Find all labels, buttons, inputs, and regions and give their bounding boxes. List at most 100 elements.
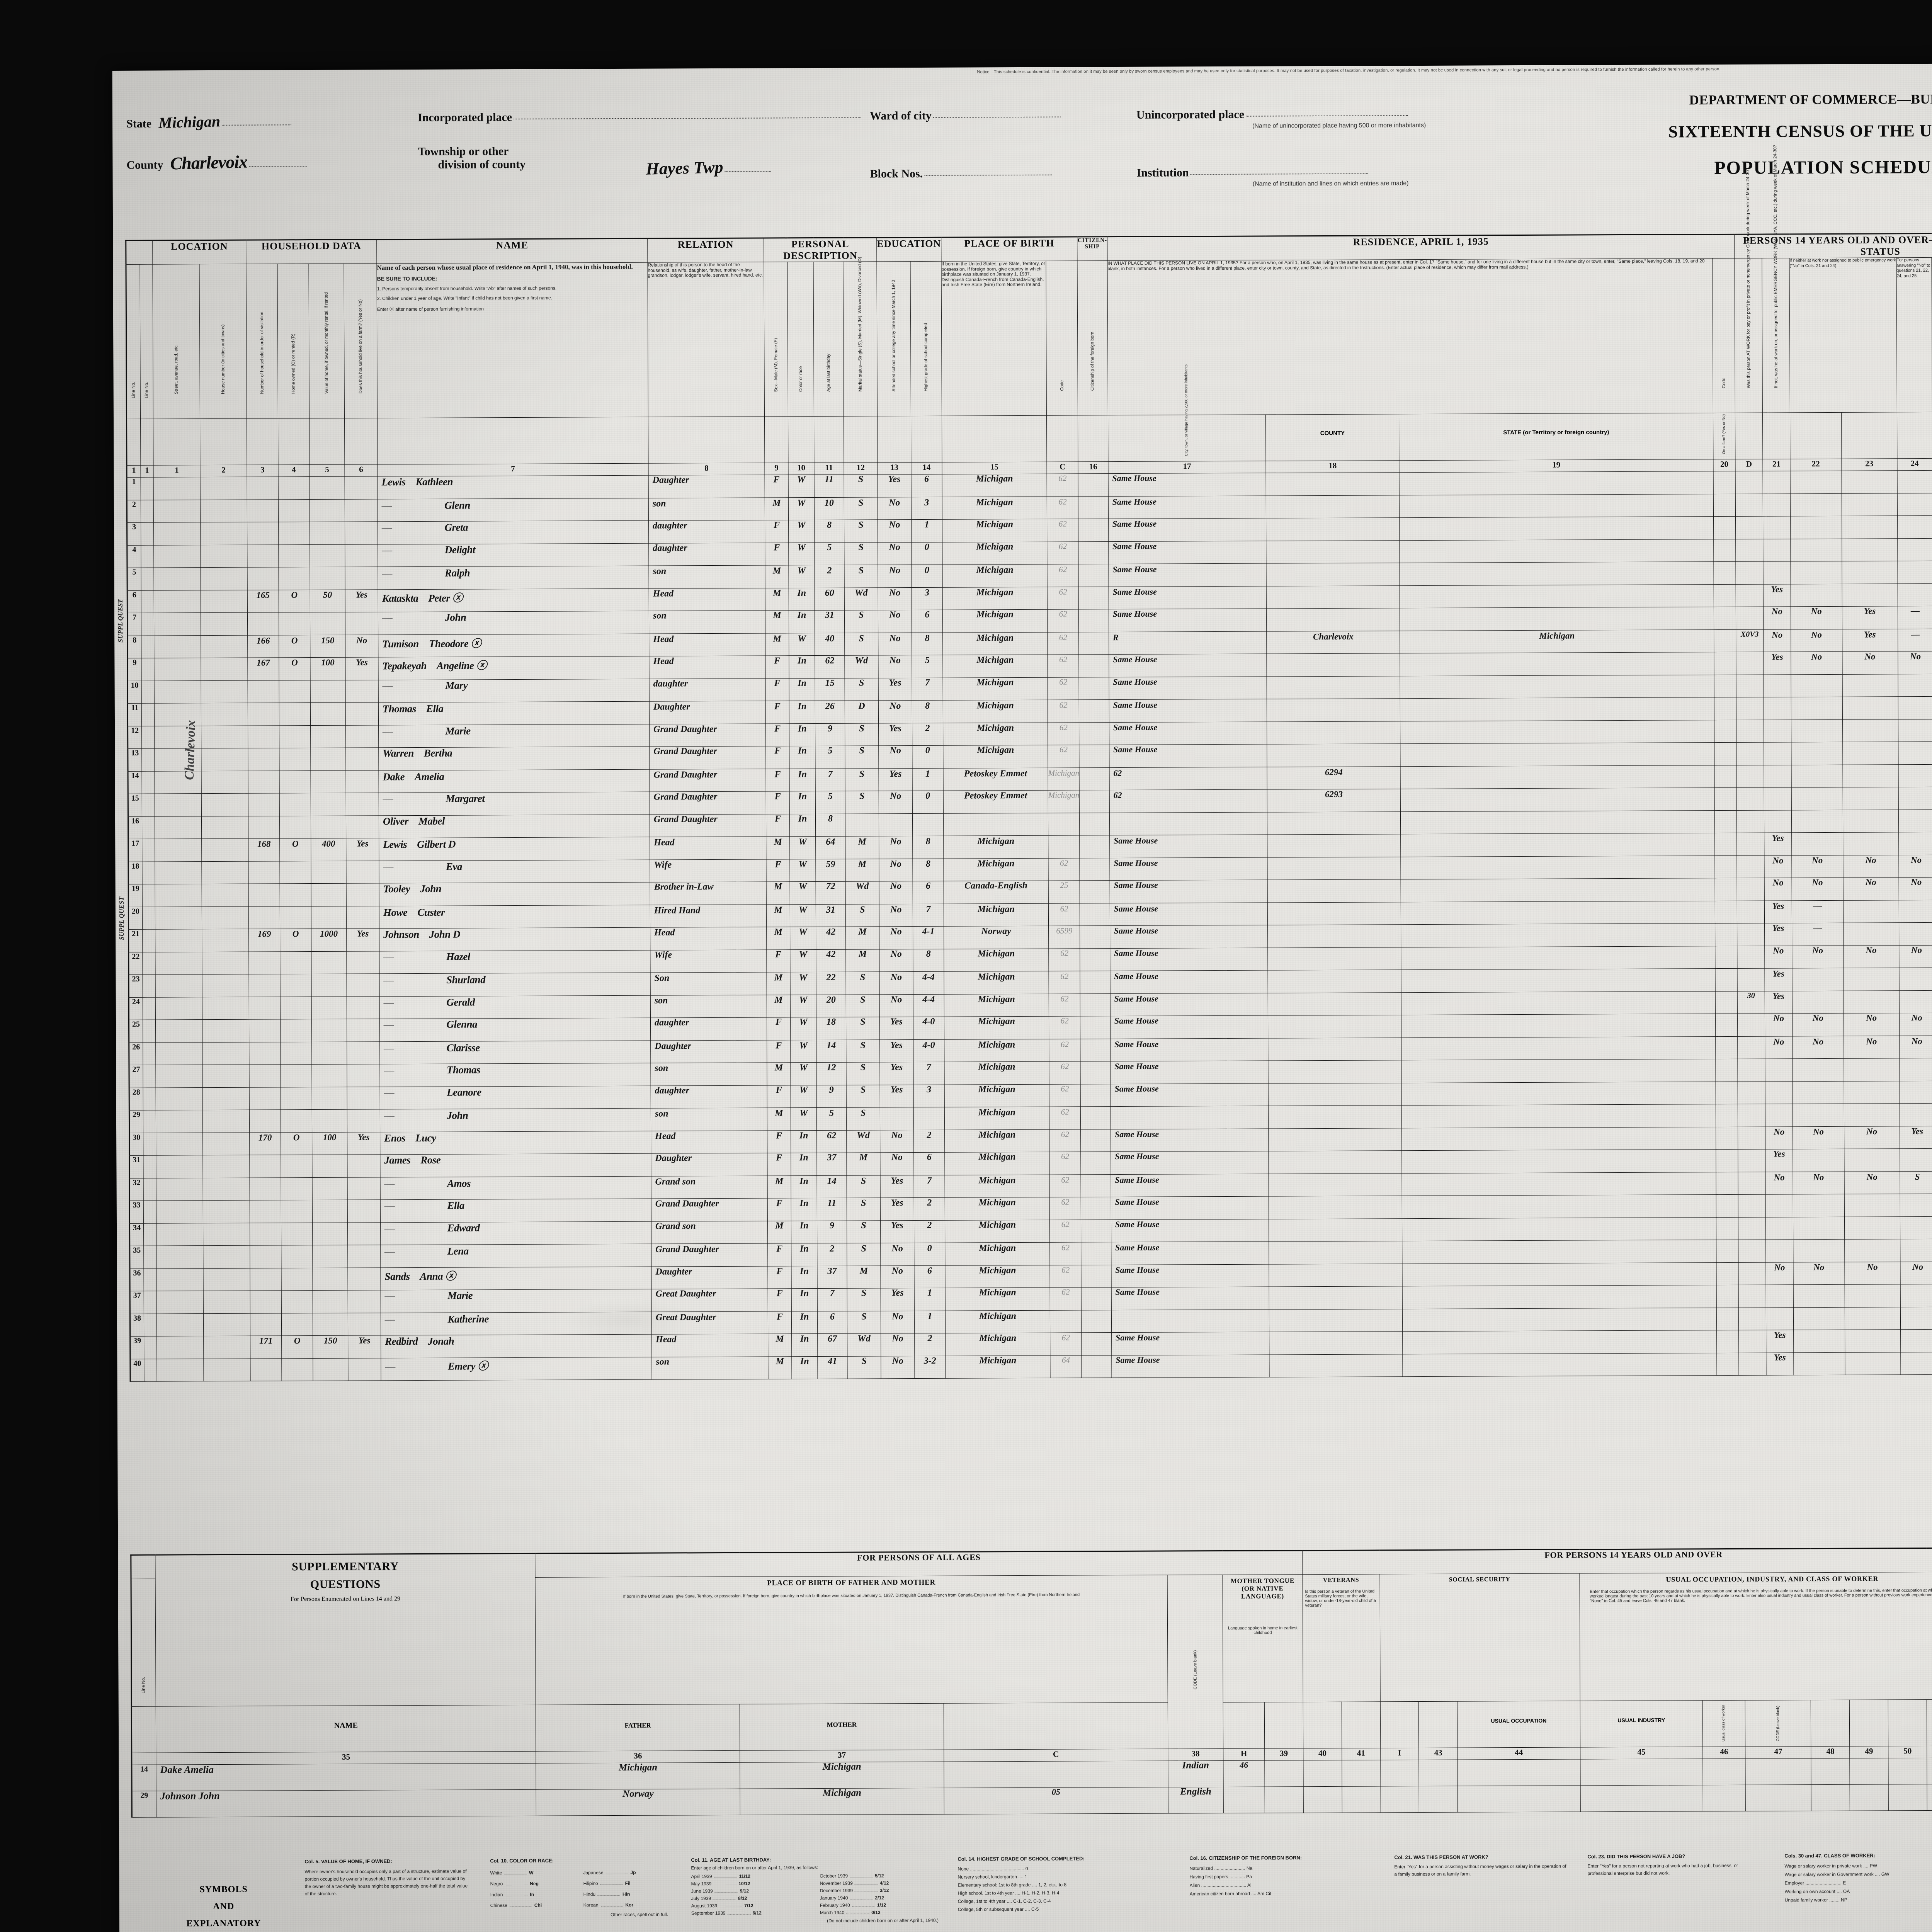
cell-name[interactable]: — Greta [378,520,649,544]
cell-name[interactable]: Sands Anna ⓧ [380,1266,652,1290]
cell-residence-code [1738,1149,1766,1172]
cell-birthplace: Michigan [944,1016,1049,1039]
cell-race: W [788,543,815,565]
cell-hh [248,702,279,726]
cell-name[interactable]: — Leanore [380,1085,651,1109]
cell-name[interactable]: — Edward [380,1221,651,1245]
cell-grade: 8 [912,700,943,723]
colnum-line: 1 [126,465,141,478]
county-value[interactable]: Charlevoix [170,151,248,173]
row-line-number-left: 21 [128,929,143,952]
cell-name[interactable]: — John [380,1108,651,1132]
cell-name[interactable]: Howe Custer [379,905,650,929]
cell-val: 50 [310,589,345,612]
note-col14-title: Col. 14. HIGHEST GRADE OF SCHOOL COMPLET… [957,1855,1085,1862]
cell-own [279,702,311,726]
cell-grade: 6 [912,610,943,633]
cell-name[interactable]: — Ralph [378,566,649,590]
cell-birth-code: 62 [1047,587,1079,610]
cell-val [310,544,345,567]
cell-school: No [878,497,912,520]
row-line-number-left: 17 [128,839,142,862]
cell-name[interactable]: — Gerald [379,995,651,1019]
cell-name[interactable]: Lewis Kathleen [378,475,649,499]
cell-atwork: No [1764,878,1792,901]
cell-residence-city [1267,879,1401,903]
cell-name[interactable]: — Mary [378,679,650,702]
cell-hjob [1898,832,1932,855]
cell-own [278,522,310,545]
cell-name[interactable]: James Rose [380,1153,651,1177]
cell-hjob: No [1899,945,1932,968]
cell-val [312,1155,348,1178]
cell-street [155,952,202,975]
cell-val: 100 [310,657,346,680]
cell-relation: Grand Daughter [650,814,766,837]
state-value[interactable]: Michigan [158,112,221,132]
cell-name[interactable]: — Eva [379,859,650,883]
cell-residence-city [1269,1264,1403,1287]
cell-residence-place: Same House [1110,947,1268,971]
cell-hjob [1900,1284,1932,1307]
cell-name[interactable]: Enos Lucy [380,1131,651,1155]
cell-name[interactable]: Tumison Theodore ⓧ [378,633,649,657]
row-line-number-left: 16 [128,816,142,839]
supp-colnum-36: 36 [536,1750,740,1764]
cell-seek [1843,990,1900,1014]
cell-seek: No [1844,1171,1900,1194]
cell-birth-code: 62 [1049,1016,1081,1039]
cell-residence-city [1269,1241,1403,1264]
cell-house [202,1087,250,1110]
cell-name[interactable]: — Delight [378,543,649,567]
cell-birth-code: 62 [1047,474,1078,497]
cell-name[interactable]: Tooley John [379,882,650,906]
cell-grade [912,813,944,836]
cell-name[interactable]: — Shurland [379,973,651,997]
cell-residence-state [1400,765,1715,789]
cell-hjob [1899,990,1932,1013]
cell-name[interactable]: — Thomas [379,1063,651,1087]
cell-emerg [1793,1307,1845,1330]
cell-name[interactable]: — Marie [378,724,650,748]
cell-name[interactable]: Lewis Gilbert D [379,837,650,861]
cell-name[interactable]: Johnson John D [379,927,650,951]
col5-header: Value of home, if owned, or monthly rent… [324,292,329,394]
cell-hh [250,1268,282,1291]
cell-name[interactable]: — Clarisse [379,1040,651,1064]
cell-name[interactable]: Tepakeyah Angeline ⓧ [378,656,650,680]
cell-residence-state [1401,923,1715,947]
cell-own [281,1223,313,1245]
cell-name[interactable]: — Emery ⓧ [381,1357,652,1381]
cell-race: In [791,1175,817,1198]
confidentiality-microprint: Notice—This schedule is confidential. Th… [977,67,1721,75]
cell-residence-farm [1714,855,1737,878]
res-city-header: City, town, or village having 2,500 or m… [1184,364,1189,456]
cell-name[interactable]: Thomas Ella [378,701,650,725]
row-line-number-left: 22 [128,952,143,975]
township-value[interactable]: Hayes Twp [645,157,724,179]
cell-name[interactable]: Warren Bertha [378,747,650,770]
cell-name[interactable]: — Ella [380,1199,651,1223]
cell-name[interactable]: — Amos [380,1176,651,1200]
cell-name[interactable]: — Lena [380,1244,651,1268]
cell-name[interactable]: Oliver Mabel [379,814,650,838]
cell-name[interactable]: Dake Amelia [378,769,650,793]
cell-name[interactable]: — John [378,611,649,635]
cell-name[interactable]: — Glenn [378,498,649,522]
cell-name[interactable]: — Glenna [379,1018,651,1042]
col6-header: Does this household live on a farm? (Yes… [358,299,363,394]
cell-hjob [1900,1194,1932,1217]
cell-atwork: Yes [1765,991,1793,1014]
cell-residence-state [1401,1059,1716,1083]
cell-school: Yes [878,768,912,791]
group-household: HOUSEHOLD DATA [246,239,377,264]
cell-name[interactable]: — Hazel [379,950,651,974]
cell-sex: F [765,474,789,498]
supp-cell-mother: Michigan [740,1788,944,1815]
row-line-number-inner [141,613,154,636]
cell-name[interactable]: — Margaret [379,792,650,816]
cell-val [311,815,346,838]
cell-age: 7 [817,1288,847,1311]
cell-name[interactable]: Kataskta Peter ⓧ [378,588,649,612]
